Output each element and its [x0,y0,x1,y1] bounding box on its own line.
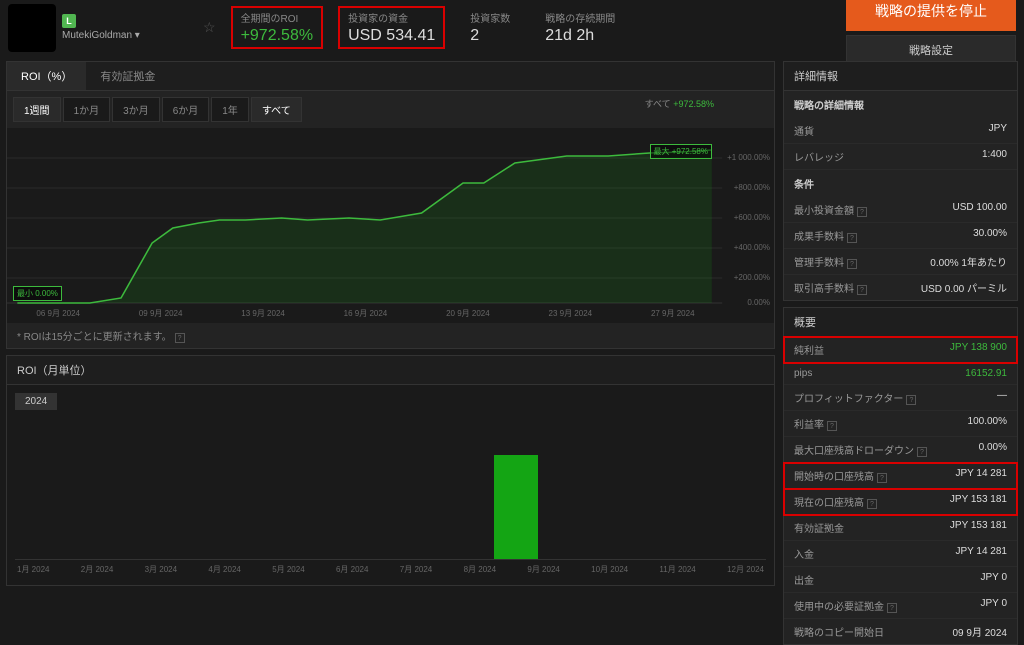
details-section2: 条件 [784,170,1017,197]
details-section1: 戦略の詳細情報 [784,91,1017,118]
row-mininv: 最小投資金額?USD 100.00 [784,197,1017,223]
strategy-settings-button[interactable]: 戦略設定 [846,35,1016,65]
stat-funds: 投資家の資金 USD 534.41 [338,6,445,49]
avatar [8,4,56,52]
tab-roi[interactable]: ROI（%） [7,62,86,90]
chart-tabs: ROI（%） 有効証拠金 [7,62,774,91]
xtick: 09 9月 2024 [139,308,183,319]
row-equity: 有効証拠金JPY 153 181 [784,515,1017,541]
row-withdraw: 出金JPY 0 [784,567,1017,593]
user-block: L MutekiGoldman ▾ [8,4,188,52]
roi-chart-panel: ROI（%） 有効証拠金 1週間 1か月 3か月 6か月 1年 すべて すべて … [6,61,775,349]
xtick: 27 9月 2024 [651,308,695,319]
month-label: 5月 2024 [272,564,304,575]
stat-funds-value: USD 534.41 [348,27,435,45]
month-label: 6月 2024 [336,564,368,575]
range-1y[interactable]: 1年 [211,97,249,122]
row-leverage: レバレッジ1:400 [784,144,1017,170]
stat-age-value: 21d 2h [545,27,615,45]
monthly-roi-panel: ROI（月単位） 2024 1月 2024 2月 2024 3月 2024 4月 20… [6,355,775,586]
xtick: 23 9月 2024 [549,308,593,319]
stop-providing-button[interactable]: 戦略の提供を停止 [846,0,1016,31]
chart-range-controls: 1週間 1か月 3か月 6か月 1年 すべて すべて +972.58% [7,91,774,128]
row-startbal: 開始時の口座残高?JPY 14 281 [784,463,1017,489]
monthly-bar [494,455,538,559]
month-label: 12月 2024 [727,564,764,575]
row-mgmtfee: 管理手数料?0.00% 1年あたり [784,249,1017,275]
chart-total-text: すべて [645,99,671,109]
stat-investors: 投資家数 2 [460,6,520,49]
stat-roi: 全期間のROI +972.58% [231,6,324,49]
details-header: 詳細情報 [784,62,1017,91]
stat-roi-label: 全期間のROI [241,10,314,25]
row-curbal: 現在の口座残高?JPY 153 181 [784,489,1017,515]
stat-roi-value: +972.58% [241,27,314,45]
range-all[interactable]: すべて [251,97,302,122]
row-pips: pips16152.91 [784,363,1017,385]
row-deposit: 入金JPY 14 281 [784,541,1017,567]
summary-header: 概要 [784,308,1017,337]
monthly-panel-title: ROI（月単位） [7,356,774,385]
ytick-0: +1 000.00% [727,153,770,162]
min-tooltip: 最小 0.00% [13,286,62,301]
stat-investors-label: 投資家数 [470,10,510,25]
level-badge: L [62,14,76,28]
ytick-1: +800.00% [734,183,770,192]
xtick: 13 9月 2024 [241,308,285,319]
ytick-5: 0.00% [747,298,770,307]
chart-update-note: * ROIは15分ごとに更新されます。? [7,323,774,348]
month-label: 3月 2024 [145,564,177,575]
monthly-bar-chart [15,415,766,560]
x-axis-labels: 06 9月 2024 09 9月 2024 13 9月 2024 16 9月 2… [7,308,724,319]
ytick-3: +400.00% [734,243,770,252]
row-copystart: 戦略のコピー開始日09 9月 2024 [784,619,1017,644]
range-6m[interactable]: 6か月 [162,97,210,122]
favorite-star-icon[interactable]: ☆ [203,19,216,36]
year-selector[interactable]: 2024 [15,393,57,410]
month-label: 2月 2024 [81,564,113,575]
help-icon[interactable]: ? [175,333,185,343]
max-tooltip: 最大 +972.58% [650,144,712,159]
row-volfee: 取引高手数料?USD 0.00 パーミル [784,275,1017,300]
range-3m[interactable]: 3か月 [112,97,160,122]
month-label: 1月 2024 [17,564,49,575]
month-label: 10月 2024 [591,564,628,575]
chart-total-value: +972.58% [673,99,714,109]
xtick: 16 9月 2024 [344,308,388,319]
roi-line-chart: 最大 +972.58% 最小 0.00% +1 000.00% +800.00%… [7,128,774,323]
chart-total-roi-label: すべて +972.58% [645,97,714,110]
row-profit-factor: プロフィットファクター?— [784,385,1017,411]
header-bar: L MutekiGoldman ▾ ☆ 全期間のROI +972.58% 投資家… [0,0,1024,55]
tab-equity[interactable]: 有効証拠金 [86,62,169,90]
row-currency: 通貨JPY [784,118,1017,144]
ytick-4: +200.00% [734,273,770,282]
range-1w[interactable]: 1週間 [13,97,61,122]
xtick: 06 9月 2024 [36,308,80,319]
month-label: 4月 2024 [208,564,240,575]
stat-funds-label: 投資家の資金 [348,10,435,25]
xtick: 20 9月 2024 [446,308,490,319]
row-margin: 使用中の必要証拠金?JPY 0 [784,593,1017,619]
month-label: 7月 2024 [400,564,432,575]
range-1m[interactable]: 1か月 [63,97,111,122]
row-perffee: 成果手数料?30.00% [784,223,1017,249]
row-netprofit: 純利益JPY 138 900 [784,337,1017,363]
stat-age-label: 戦略の存続期間 [545,10,615,25]
ytick-2: +600.00% [734,213,770,222]
user-name[interactable]: MutekiGoldman ▾ [62,30,140,41]
month-label: 8月 2024 [464,564,496,575]
summary-panel: 概要 純利益JPY 138 900 pips16152.91 プロフィットファク… [783,307,1018,645]
details-panel: 詳細情報 戦略の詳細情報 通貨JPY レバレッジ1:400 条件 最小投資金額?… [783,61,1018,301]
month-x-labels: 1月 2024 2月 2024 3月 2024 4月 2024 5月 2024 6月 20… [15,560,766,579]
row-maxdd: 最大口座残高ドローダウン?0.00% [784,437,1017,463]
row-winrate: 利益率?100.00% [784,411,1017,437]
stat-age: 戦略の存続期間 21d 2h [535,6,625,49]
month-label: 9月 2024 [527,564,559,575]
stat-investors-value: 2 [470,27,510,45]
month-label: 11月 2024 [659,564,695,575]
